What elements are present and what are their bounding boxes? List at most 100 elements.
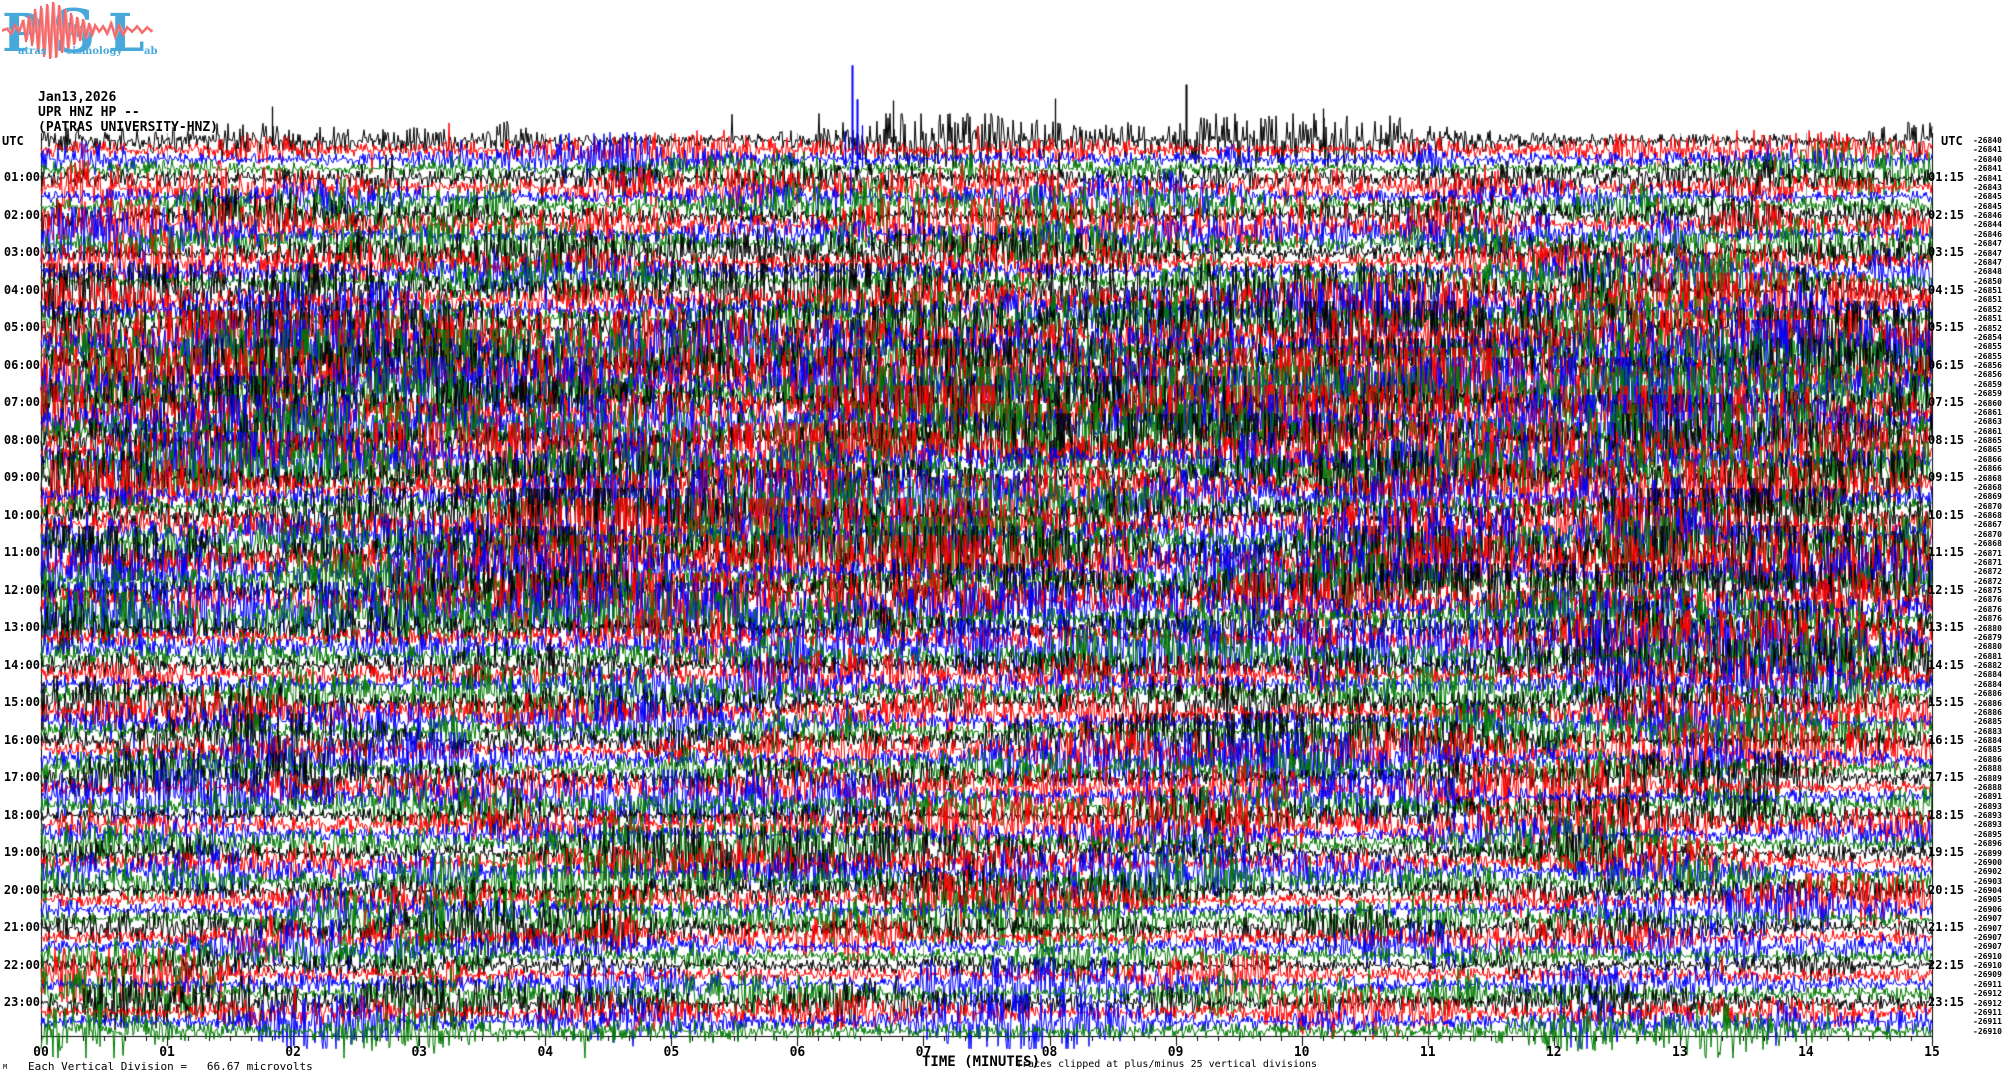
header-date: Jan13,2026 (38, 90, 117, 105)
left-hour-label: 15:00 (3, 695, 40, 709)
row-end-value: -26912 (1973, 998, 2002, 1008)
right-hour-label: 07:15 (1928, 395, 1965, 409)
left-hour-label: 08:00 (3, 432, 40, 447)
row-end-value: -26907 (1973, 932, 2002, 942)
row-end-value: -26852 (1973, 304, 2002, 314)
left-hour-label: 13:00 (3, 620, 40, 634)
row-end-value: -26912 (1973, 989, 2002, 999)
row-end-value: -26899 (1973, 848, 2002, 858)
right-hour-label: 04:15 (1928, 282, 1965, 297)
right-hour-label: 02:15 (1928, 207, 1965, 222)
row-end-value: -26869 (1973, 492, 2002, 502)
left-hour-label: 07:00 (3, 395, 40, 409)
row-end-value: -26880 (1973, 642, 2002, 652)
row-end-value: -26907 (1973, 923, 2002, 933)
right-hour-label: 22:15 (1928, 957, 1965, 972)
minute-label: 11 (1419, 1045, 1436, 1060)
row-end-value: -26886 (1973, 698, 2002, 708)
row-end-value: -26885 (1973, 717, 2002, 727)
left-hour-label: 17:00 (3, 770, 40, 784)
row-end-value: -26902 (1973, 867, 2002, 877)
left-hour-label: 11:00 (3, 545, 40, 559)
row-end-value: -26906 (1973, 904, 2002, 914)
left-hour-label: 09:00 (3, 470, 40, 484)
clip-note: Traces clipped at plus/minus 25 vertical… (1016, 1059, 1318, 1070)
left-hour-label: 06:00 (3, 357, 40, 372)
row-end-value: -26893 (1973, 811, 2002, 820)
left-hour-label: 21:00 (3, 920, 40, 934)
row-end-value: -26907 (1973, 914, 2002, 924)
row-end-value: -26876 (1973, 614, 2002, 624)
right-hour-label: 17:15 (1928, 770, 1965, 784)
footer-scale-label: Each Vertical Division = (28, 1060, 187, 1073)
right-hour-label: 16:15 (1928, 732, 1965, 747)
left-hour-label: 03:00 (3, 245, 40, 259)
minute-label: 06 (789, 1045, 806, 1060)
row-end-value: -26907 (1973, 942, 2002, 952)
row-end-value: -26846 (1973, 211, 2002, 220)
row-end-value: -26863 (1973, 417, 2002, 427)
row-end-value: -26865 (1973, 436, 2002, 445)
right-hour-label: 05:15 (1928, 320, 1965, 334)
row-end-value: -26886 (1973, 754, 2002, 764)
left-hour-label: 14:00 (3, 657, 40, 672)
row-end-value: -26910 (1973, 951, 2002, 961)
row-end-value: -26860 (1973, 398, 2002, 408)
header-station: UPR HNZ HP -- (38, 105, 140, 120)
footer-left-mark: M (3, 1063, 8, 1071)
right-hour-label: 23:15 (1928, 995, 1965, 1009)
row-end-value: -26910 (1973, 1026, 2002, 1036)
row-end-value: -26876 (1973, 604, 2002, 614)
row-end-value: -26896 (1973, 839, 2002, 849)
minute-label: 02 (285, 1045, 301, 1060)
row-end-value: -26911 (1973, 1007, 2002, 1017)
footer-scale-note: Each Vertical Division = 66.67 microvolt… (28, 1061, 313, 1073)
row-end-value: -26910 (1973, 961, 2002, 970)
right-hour-label: 12:15 (1928, 582, 1965, 597)
left-hour-label: 02:00 (3, 207, 40, 222)
right-hour-label: 19:15 (1928, 845, 1965, 859)
row-end-value: -26905 (1973, 895, 2002, 905)
left-hour-label: 01:00 (3, 170, 40, 184)
row-end-value: -26840 (1973, 136, 2002, 145)
row-end-value: -26859 (1973, 379, 2002, 389)
left-hour-label: 19:00 (3, 845, 40, 859)
row-end-value: -26893 (1973, 801, 2002, 811)
row-end-value: -26911 (1973, 979, 2002, 989)
right-hour-label: 14:15 (1928, 657, 1965, 672)
row-end-value: -26876 (1973, 595, 2002, 605)
left-utc-label: UTC (2, 134, 24, 148)
right-hour-label: 01:15 (1928, 170, 1965, 184)
row-end-value: -26847 (1973, 248, 2002, 258)
row-end-value: -26851 (1973, 314, 2002, 324)
left-hour-label: 16:00 (3, 732, 40, 747)
minute-label: 15 (1924, 1045, 1940, 1060)
right-hour-label: 03:15 (1928, 245, 1965, 259)
row-end-value: -26883 (1973, 726, 2002, 736)
minute-label: 05 (663, 1045, 680, 1060)
row-end-value: -26872 (1973, 576, 2002, 586)
row-end-value: -26871 (1973, 557, 2002, 567)
minute-label: 04 (537, 1045, 554, 1060)
row-end-value: -26871 (1973, 548, 2002, 558)
row-end-value: -26841 (1973, 173, 2002, 183)
minute-label: 12 (1545, 1045, 1562, 1060)
right-hour-label: 10:15 (1928, 507, 1965, 522)
minute-label: 00 (33, 1045, 49, 1060)
row-end-value: -26903 (1973, 876, 2002, 886)
minute-label: 14 (1798, 1045, 1814, 1060)
right-hour-label: 09:15 (1928, 470, 1965, 484)
row-end-value: -26868 (1973, 511, 2002, 520)
right-hour-label: 21:15 (1928, 920, 1965, 934)
row-end-value: -26872 (1973, 567, 2002, 577)
row-end-value: -26861 (1973, 407, 2002, 417)
row-end-value: -26870 (1973, 529, 2002, 539)
row-end-value: -26847 (1973, 239, 2002, 249)
row-end-value: -26879 (1973, 632, 2002, 642)
right-hour-label: 11:15 (1928, 545, 1965, 559)
left-hour-label: 23:00 (3, 995, 40, 1009)
row-end-value: -26840 (1973, 154, 2002, 164)
minute-label: 10 (1293, 1045, 1310, 1060)
